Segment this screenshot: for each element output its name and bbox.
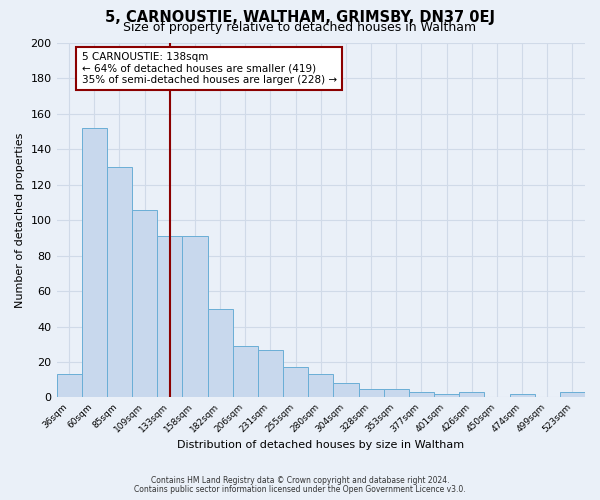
Text: 5 CARNOUSTIE: 138sqm
← 64% of detached houses are smaller (419)
35% of semi-deta: 5 CARNOUSTIE: 138sqm ← 64% of detached h… bbox=[82, 52, 337, 85]
Bar bbox=[308, 374, 334, 398]
Bar bbox=[560, 392, 585, 398]
Bar bbox=[409, 392, 434, 398]
Bar bbox=[233, 346, 258, 398]
Bar bbox=[283, 368, 308, 398]
Bar bbox=[334, 384, 359, 398]
Bar bbox=[383, 388, 409, 398]
Bar bbox=[132, 210, 157, 398]
Bar bbox=[157, 236, 182, 398]
Bar bbox=[107, 167, 132, 398]
Bar bbox=[434, 394, 459, 398]
Bar bbox=[82, 128, 107, 398]
Bar bbox=[459, 392, 484, 398]
Text: 5, CARNOUSTIE, WALTHAM, GRIMSBY, DN37 0EJ: 5, CARNOUSTIE, WALTHAM, GRIMSBY, DN37 0E… bbox=[105, 10, 495, 25]
Text: Contains HM Land Registry data © Crown copyright and database right 2024.: Contains HM Land Registry data © Crown c… bbox=[151, 476, 449, 485]
Text: Size of property relative to detached houses in Waltham: Size of property relative to detached ho… bbox=[124, 21, 476, 34]
Bar bbox=[509, 394, 535, 398]
Y-axis label: Number of detached properties: Number of detached properties bbox=[15, 132, 25, 308]
Bar bbox=[258, 350, 283, 398]
Bar bbox=[359, 388, 383, 398]
X-axis label: Distribution of detached houses by size in Waltham: Distribution of detached houses by size … bbox=[177, 440, 464, 450]
Bar bbox=[208, 309, 233, 398]
Text: Contains public sector information licensed under the Open Government Licence v3: Contains public sector information licen… bbox=[134, 485, 466, 494]
Bar bbox=[182, 236, 208, 398]
Bar bbox=[56, 374, 82, 398]
